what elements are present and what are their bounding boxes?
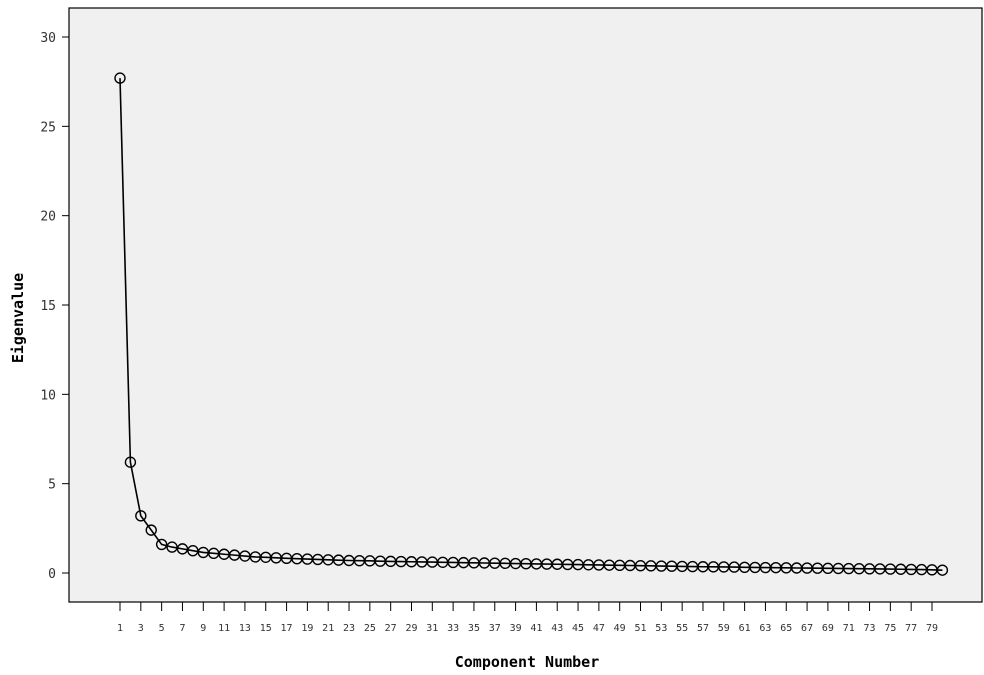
x-axis-title: Component Number — [455, 653, 600, 671]
x-tick-label: 3 — [138, 623, 144, 634]
y-tick-label: 20 — [40, 210, 56, 225]
x-tick-label: 21 — [322, 623, 334, 634]
x-tick-label: 69 — [822, 623, 834, 634]
x-tick-label: 57 — [697, 623, 709, 634]
x-tick-label: 25 — [364, 623, 376, 634]
y-tick-label: 15 — [40, 299, 56, 314]
x-tick-label: 53 — [655, 623, 667, 634]
plot-area — [68, 7, 983, 603]
y-tick-label: 5 — [48, 478, 56, 493]
x-tick-label: 45 — [572, 623, 584, 634]
x-tick-label: 71 — [843, 623, 855, 634]
x-tick-label: 55 — [676, 623, 688, 634]
y-axis-title: Eigenvalue — [9, 273, 27, 363]
x-tick-label: 5 — [159, 623, 165, 634]
x-tick-label: 35 — [468, 623, 480, 634]
x-tick-label: 49 — [614, 623, 626, 634]
y-tick-label: 30 — [40, 31, 56, 46]
x-tick-label: 67 — [801, 623, 813, 634]
x-tick-label: 23 — [343, 623, 355, 634]
data-point — [114, 72, 126, 84]
y-tick-label: 25 — [40, 120, 56, 135]
x-tick-label: 59 — [718, 623, 730, 634]
x-tick-label: 37 — [489, 623, 501, 634]
x-tick-label: 73 — [864, 623, 876, 634]
x-tick-label: 7 — [179, 623, 185, 634]
x-tick-label: 63 — [759, 623, 771, 634]
y-tick-label: 0 — [48, 567, 56, 582]
x-tick-label: 9 — [200, 623, 206, 634]
x-tick-label: 31 — [426, 623, 438, 634]
x-tick-label: 1 — [117, 623, 123, 634]
x-tick-label: 65 — [780, 623, 792, 634]
x-tick-label: 79 — [926, 623, 938, 634]
x-axis: 1 3 5 7 9 11 13 15 17 19 21 23 25 27 29 31 33 35 37 39 41 43 4… — [117, 602, 938, 634]
x-tick-label: 47 — [593, 623, 605, 634]
x-tick-label: 17 — [281, 623, 293, 634]
x-tick-label: 15 — [260, 623, 272, 634]
data-point — [936, 564, 949, 576]
y-tick-label: 10 — [40, 388, 56, 403]
x-tick-label: 77 — [905, 623, 917, 634]
x-tick-label: 19 — [301, 623, 313, 634]
x-tick-label: 33 — [447, 623, 459, 634]
data-point — [135, 510, 147, 522]
x-tick-label: 41 — [530, 623, 542, 634]
x-tick-label: 51 — [634, 623, 646, 634]
data-point — [145, 524, 157, 536]
x-tick-label: 43 — [551, 623, 563, 634]
x-tick-label: 27 — [385, 623, 397, 634]
x-tick-label: 11 — [218, 623, 230, 634]
y-axis: 0 5 10 15 20 25 30 — [40, 31, 69, 582]
x-tick-label: 29 — [405, 623, 417, 634]
x-tick-label: 61 — [739, 623, 751, 634]
x-tick-label: 13 — [239, 623, 251, 634]
data-point — [124, 456, 137, 468]
x-tick-label: 39 — [510, 623, 522, 634]
x-tick-label: 75 — [884, 623, 896, 634]
data-point — [155, 538, 168, 551]
series-eigenvalues — [114, 72, 949, 576]
